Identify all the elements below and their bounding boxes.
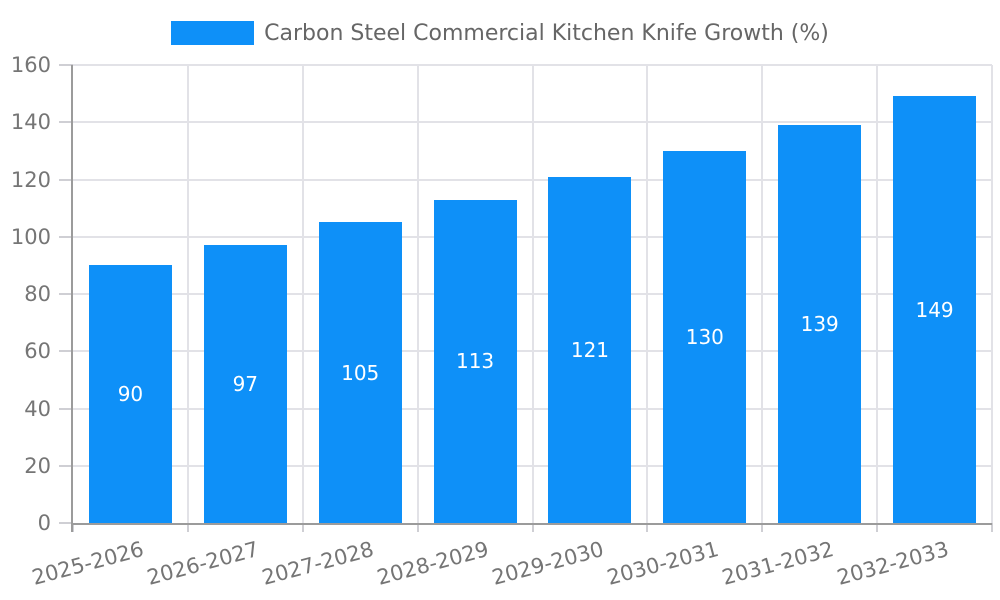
gridline-vertical: [531, 65, 534, 523]
x-tick-mark: [646, 523, 649, 532]
y-tick-label: 0: [37, 511, 51, 535]
y-tick-mark: [59, 522, 73, 524]
y-tick-label: 120: [10, 167, 51, 192]
bar[interactable]: [778, 125, 862, 523]
bar[interactable]: [548, 176, 632, 523]
x-tick-mark: [876, 523, 879, 532]
y-tick-mark: [59, 293, 73, 295]
bar[interactable]: [433, 199, 517, 523]
gridline-vertical: [416, 65, 419, 523]
y-tick-label: 60: [24, 339, 51, 364]
x-tick-mark: [531, 523, 534, 532]
x-tick-mark: [991, 523, 993, 532]
x-axis-line: [71, 523, 992, 525]
x-tick-mark: [761, 523, 764, 532]
x-tick-mark: [186, 523, 189, 532]
x-tick-mark: [301, 523, 304, 532]
y-tick-label: 80: [24, 282, 51, 306]
bar-value-label: 90: [117, 382, 144, 407]
bar[interactable]: [893, 96, 977, 523]
bar-value-label: 130: [685, 324, 724, 349]
gridline-vertical: [761, 65, 764, 523]
bar[interactable]: [318, 222, 402, 523]
y-tick-mark: [59, 235, 73, 238]
y-tick-mark: [59, 407, 73, 410]
bar-value-label: 113: [455, 349, 495, 374]
y-tick-mark: [59, 64, 73, 66]
bar-value-label: 121: [570, 337, 610, 362]
bar-value-label: 139: [800, 312, 839, 337]
y-tick-label: 40: [24, 396, 51, 421]
y-tick-label: 100: [10, 224, 51, 249]
y-tick-label: 140: [10, 110, 51, 135]
y-tick-label: 160: [10, 53, 51, 77]
bar[interactable]: [663, 150, 747, 523]
bar[interactable]: [88, 265, 172, 523]
legend-label: Carbon Steel Commercial Kitchen Knife Gr…: [264, 20, 829, 46]
y-tick-mark: [59, 464, 73, 467]
bar-value-label: 149: [915, 297, 954, 322]
y-tick-mark: [59, 178, 73, 181]
x-tick-mark: [416, 523, 419, 532]
y-tick-label: 20: [24, 453, 51, 478]
legend-swatch: [171, 21, 255, 45]
bar-value-label: 105: [341, 360, 380, 385]
y-axis-line: [71, 65, 73, 532]
bar[interactable]: [203, 245, 287, 523]
gridline-vertical: [301, 65, 304, 523]
gridline-vertical: [646, 65, 649, 523]
bar-value-label: 97: [232, 372, 259, 397]
x-tick-mark: [72, 523, 74, 532]
y-tick-mark: [59, 350, 73, 353]
gridline-vertical: [876, 65, 879, 523]
legend[interactable]: Carbon Steel Commercial Kitchen Knife Gr…: [0, 18, 1000, 48]
gridline-vertical: [186, 65, 189, 523]
y-tick-mark: [59, 121, 73, 124]
gridline-vertical: [991, 65, 993, 523]
